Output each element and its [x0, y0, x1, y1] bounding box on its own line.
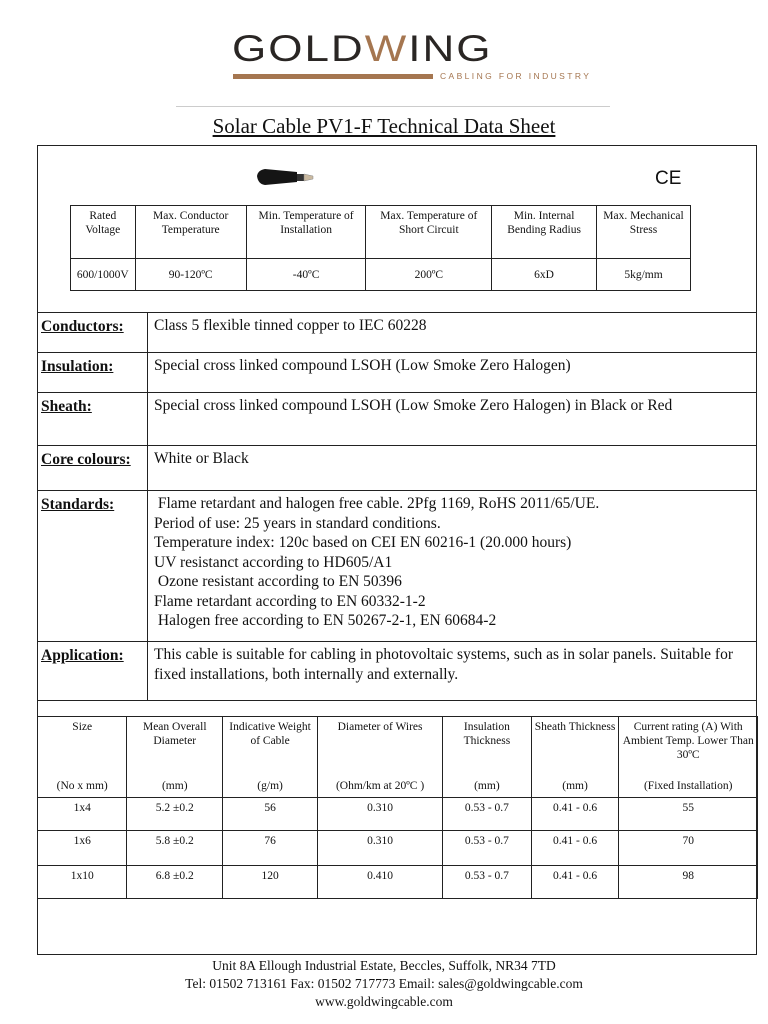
property-label: Conductors:	[41, 318, 124, 335]
table-cell: 98	[618, 865, 758, 899]
table-cell: 70	[618, 830, 758, 866]
standard-line: Ozone resistant according to EN 50396	[154, 573, 402, 590]
table-row: 1x10 6.8 ±0.2 120 0.410 0.53 - 0.7 0.41 - 0.6…	[36, 865, 758, 899]
sizes-header: Insulation Thickness (mm)	[442, 716, 532, 798]
header-unit: (mm)	[474, 780, 500, 792]
table-cell: 120	[222, 865, 319, 899]
sizes-header: Current rating (A) With Ambient Temp. Lo…	[618, 716, 758, 798]
sizes-header: Diameter of Wires (Ohm/km at 20ºC )	[317, 716, 444, 798]
footer: Unit 8A Ellough Industrial Estate, Beccl…	[0, 957, 768, 1011]
sizes-header: Sheath Thickness (mm)	[530, 716, 620, 798]
table-row: 1x6 5.8 ±0.2 76 0.310 0.53 - 0.7 0.41 - 0.6 70	[36, 830, 758, 866]
table-cell: 5.2 ±0.2	[126, 797, 224, 831]
header-title: Size	[72, 721, 93, 733]
ratings-header: Max. Temperature of Short Circuit	[365, 205, 493, 259]
table-row: 1x4 5.2 ±0.2 56 0.310 0.53 - 0.7 0.41 - 0.6 55	[36, 797, 758, 831]
ratings-value: -40ºC	[245, 258, 367, 291]
header-unit: (g/m)	[257, 780, 283, 792]
ratings-table: Rated Voltage Max. Conductor Temperature M…	[70, 205, 692, 291]
ratings-value: 600/1000V	[70, 258, 136, 291]
ratings-value: 5kg/mm	[595, 258, 692, 291]
sizes-header: Size (No x mm)	[36, 716, 128, 798]
standard-line: Temperature index: 120c based on CEI EN …	[154, 534, 572, 551]
header-unit: (mm)	[161, 780, 188, 792]
standard-line: Period of use: 25 years in standard cond…	[154, 514, 441, 532]
divider	[176, 106, 610, 107]
property-value: This cable is suitable for cabling in ph…	[154, 646, 733, 683]
table-cell: 0.310	[317, 797, 444, 831]
header-title: Current rating (A) With Ambient Temp. Lo…	[622, 721, 754, 761]
sizes-header: Indicative Weight of Cable (g/m)	[222, 716, 319, 798]
property-label: Insulation:	[41, 358, 114, 375]
table-cell: 0.41 - 0.6	[530, 865, 620, 899]
table-cell: 76	[222, 830, 319, 866]
table-cell: 1x6	[36, 830, 128, 866]
table-cell: 55	[618, 797, 758, 831]
cable-image	[257, 169, 314, 185]
website-link[interactable]: www.goldwingcable.com	[315, 994, 453, 1009]
table-cell: 6.8 ±0.2	[126, 865, 224, 899]
ratings-value: 200ºC	[365, 258, 493, 291]
property-label: Sheath:	[41, 398, 92, 415]
header-unit: (No x mm)	[56, 780, 108, 792]
table-cell: 1x10	[36, 865, 128, 899]
ratings-header: Max. Conductor Temperature	[134, 205, 247, 259]
header-title: Insulation Thickness	[463, 721, 511, 747]
property-value: White or Black	[154, 450, 249, 467]
ratings-header: Max. Mechanical Stress	[595, 205, 692, 259]
table-cell: 0.41 - 0.6	[530, 797, 620, 831]
property-label: Core colours:	[41, 451, 131, 468]
table-cell: 0.410	[317, 865, 444, 899]
sizes-table: Size (No x mm) Mean Overall Diameter (mm) In…	[36, 716, 758, 899]
property-value: Special cross linked compound LSOH (Low …	[154, 397, 673, 414]
ratings-header: Rated Voltage	[70, 205, 136, 259]
standard-line: Flame retardant and halogen free cable. …	[154, 495, 600, 512]
datasheet-frame	[37, 145, 757, 955]
table-cell: 0.53 - 0.7	[442, 865, 532, 899]
header-title: Sheath Thickness	[534, 721, 616, 733]
property-label: Application:	[41, 647, 124, 664]
ratings-value: 90-120ºC	[134, 258, 247, 291]
property-value: Class 5 flexible tinned copper to IEC 60…	[154, 317, 427, 334]
header-title: Mean Overall Diameter	[142, 721, 207, 747]
property-label: Standards:	[41, 496, 115, 513]
ratings-value: 6xD	[491, 258, 597, 291]
header-unit: (Fixed Installation)	[643, 780, 733, 792]
table-cell: 0.41 - 0.6	[530, 830, 620, 866]
standard-line: UV resistanct according to HD605/A1	[154, 553, 393, 571]
ratings-header: Min. Temperature of Installation	[245, 205, 367, 259]
table-cell: 0.53 - 0.7	[442, 830, 532, 866]
property-value: Flame retardant and halogen free cable. …	[154, 494, 744, 631]
page-title: Solar Cable PV1-F Technical Data Sheet	[212, 114, 556, 138]
standard-line: Flame retardant according to EN 60332-1-…	[154, 592, 426, 610]
table-cell: 1x4	[36, 797, 128, 831]
standard-line: Halogen free according to EN 50267-2-1, …	[154, 612, 497, 629]
ce-mark: CE	[655, 168, 682, 189]
table-cell: 5.8 ±0.2	[126, 830, 224, 866]
table-cell: 0.310	[317, 830, 444, 866]
logo-bar	[233, 74, 433, 79]
header-title: Indicative Weight of Cable	[229, 721, 311, 747]
table-cell: 56	[222, 797, 319, 831]
header-unit: (mm)	[562, 780, 588, 792]
header-title: Diameter of Wires	[337, 721, 423, 733]
table-cell: 0.53 - 0.7	[442, 797, 532, 831]
property-value: Special cross linked compound LSOH (Low …	[154, 357, 571, 374]
sizes-header: Mean Overall Diameter (mm)	[126, 716, 224, 798]
ratings-header: Min. Internal Bending Radius	[491, 205, 597, 259]
header-unit: (Ohm/km at 20ºC )	[335, 780, 425, 792]
